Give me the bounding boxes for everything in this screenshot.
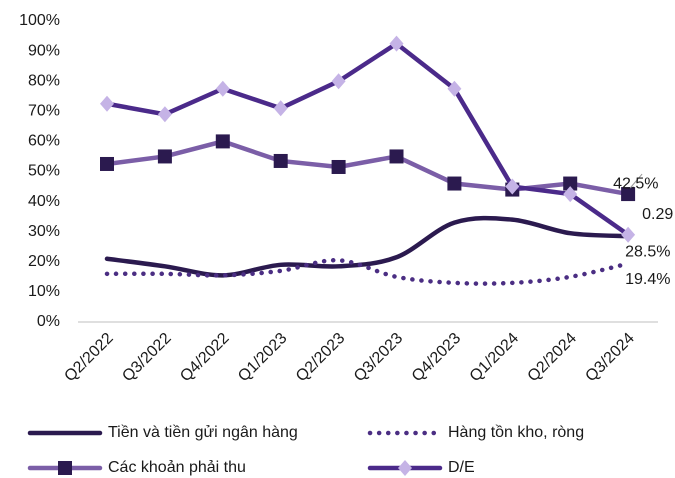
data-point xyxy=(215,134,230,149)
data-label: 28.5% xyxy=(625,243,670,260)
data-point xyxy=(505,178,520,195)
series-line xyxy=(104,139,631,197)
x-tick-label: Q3/2024 xyxy=(582,330,638,386)
series-line xyxy=(104,215,631,278)
data-point xyxy=(621,187,636,202)
y-tick-label: 50% xyxy=(28,163,60,180)
data-point xyxy=(563,186,578,203)
data-label: 19.4% xyxy=(625,271,670,288)
y-tick-label: 0% xyxy=(37,313,60,330)
y-tick-label: 70% xyxy=(28,103,60,120)
y-tick-label: 30% xyxy=(28,223,60,240)
x-tick-label: Q1/2024 xyxy=(467,330,523,386)
y-tick-label: 10% xyxy=(28,283,60,300)
data-point xyxy=(157,106,172,123)
y-tick-label: 40% xyxy=(28,193,60,210)
data-point xyxy=(621,226,636,243)
data-point xyxy=(447,176,462,191)
data-point xyxy=(273,153,288,168)
x-tick-label: Q2/2022 xyxy=(61,330,117,386)
legend-label: D/E xyxy=(448,459,475,476)
y-tick-label: 80% xyxy=(28,72,60,89)
data-point xyxy=(215,80,230,97)
x-tick-label: Q3/2023 xyxy=(351,330,407,386)
x-tick-label: Q3/2022 xyxy=(119,330,175,386)
legend-marker xyxy=(58,461,72,475)
series-line xyxy=(104,40,631,237)
data-point xyxy=(273,100,288,117)
data-point xyxy=(331,159,346,174)
y-tick-label: 60% xyxy=(28,133,60,150)
x-tick-label: Q2/2023 xyxy=(293,330,349,386)
legend-label: Các khoản phải thu xyxy=(108,459,246,476)
data-point xyxy=(100,156,114,171)
data-point xyxy=(157,149,172,164)
x-tick-label: Q2/2024 xyxy=(525,330,581,386)
legend-label: Hàng tồn kho, ròng xyxy=(448,424,584,441)
series-line xyxy=(104,258,631,286)
legend-marker xyxy=(398,460,412,476)
leader-line xyxy=(629,173,643,189)
y-tick-label: 20% xyxy=(28,253,60,270)
data-label: 42.5% xyxy=(613,175,658,192)
data-point xyxy=(389,35,404,52)
data-point xyxy=(563,176,578,191)
data-point xyxy=(389,149,404,164)
data-label: 0.29 xyxy=(642,206,673,223)
data-point xyxy=(447,80,462,97)
x-tick-label: Q4/2023 xyxy=(409,330,465,386)
y-tick-label: 90% xyxy=(28,42,60,59)
data-point xyxy=(100,95,114,112)
legend-label: Tiền và tiền gửi ngân hàng xyxy=(108,424,298,441)
x-tick-label: Q1/2023 xyxy=(235,330,291,386)
x-tick-label: Q4/2022 xyxy=(177,330,233,386)
y-tick-label: 100% xyxy=(19,12,60,29)
data-point xyxy=(331,73,346,90)
